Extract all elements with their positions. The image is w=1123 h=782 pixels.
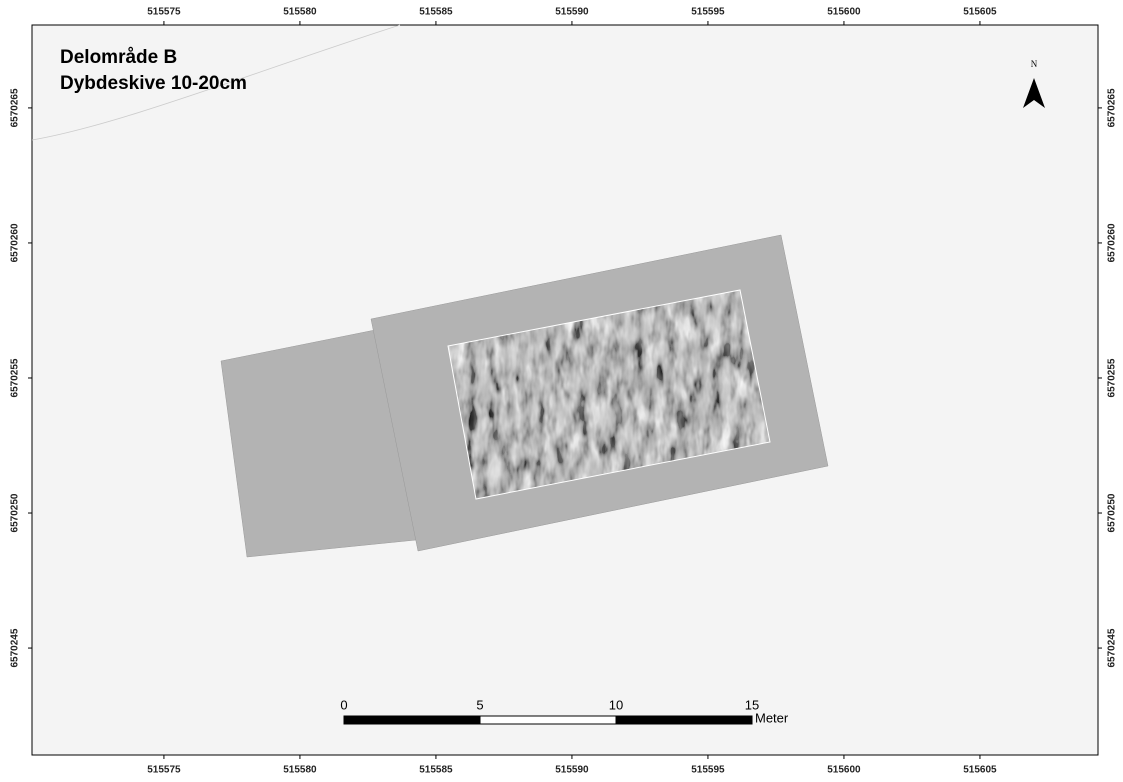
x-tick-label: 515580 (283, 765, 317, 776)
scale-label: 10 (609, 697, 623, 712)
x-tick-label: 515600 (827, 7, 861, 18)
y-tick-label: 6570260 (10, 223, 21, 262)
y-tick-label: 6570250 (1107, 493, 1118, 532)
x-tick-label: 515575 (147, 765, 181, 776)
y-tick-label: 6570250 (10, 493, 21, 532)
map-title: Delområde B (60, 47, 177, 68)
x-tick-label: 515585 (419, 765, 453, 776)
scale-unit: Meter (755, 710, 789, 725)
map: Delområde B Dybdeskive 10-20cm N 515575 5… (0, 0, 1123, 782)
x-tick-label: 515595 (691, 765, 725, 776)
x-tick-label: 515590 (555, 765, 589, 776)
north-label: N (1031, 59, 1038, 69)
scale-label: 5 (476, 697, 483, 712)
map-subtitle: Dybdeskive 10-20cm (60, 73, 247, 94)
scale-segment (480, 716, 616, 724)
x-tick-label: 515585 (419, 7, 453, 18)
x-tick-label: 515590 (555, 7, 589, 18)
x-tick-label: 515580 (283, 7, 317, 18)
scale-label: 0 (340, 697, 347, 712)
y-tick-label: 6570260 (1107, 223, 1118, 262)
x-tick-label: 515575 (147, 7, 181, 18)
scale-segment (344, 716, 480, 724)
x-tick-label: 515605 (963, 765, 997, 776)
y-tick-label: 6570245 (1107, 628, 1118, 667)
x-tick-label: 515605 (963, 7, 997, 18)
y-tick-label: 6570255 (10, 358, 21, 397)
y-tick-label: 6570255 (1107, 358, 1118, 397)
y-tick-label: 6570265 (1107, 88, 1118, 127)
scale-segment (616, 716, 752, 724)
x-tick-label: 515600 (827, 765, 861, 776)
y-tick-label: 6570245 (10, 628, 21, 667)
x-tick-label: 515595 (691, 7, 725, 18)
y-tick-label: 6570265 (10, 88, 21, 127)
